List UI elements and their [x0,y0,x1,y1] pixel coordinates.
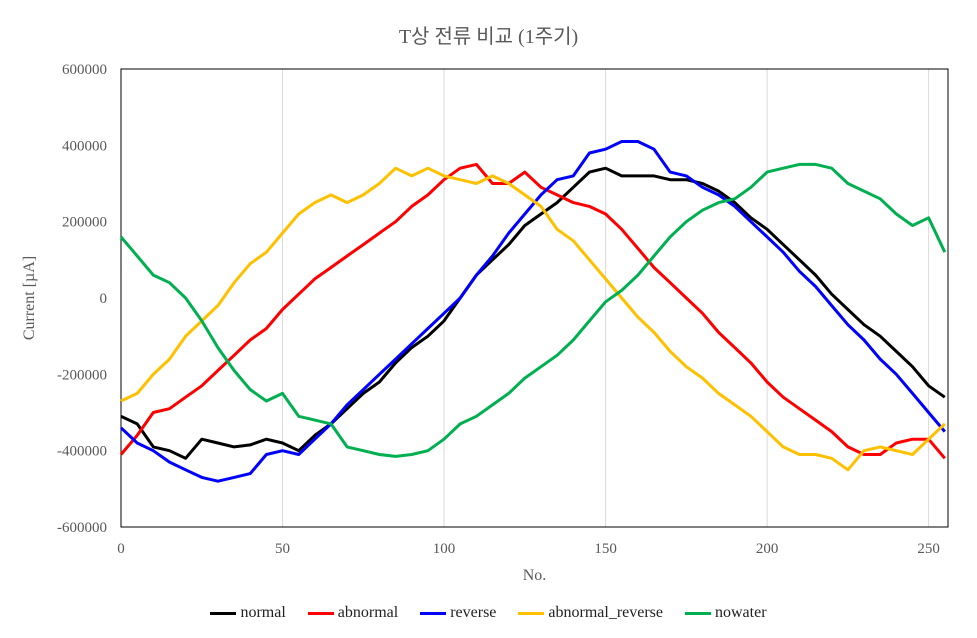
x-tick-label: 100 [433,541,456,557]
y-tick-label: -400000 [57,444,107,460]
y-tick-label: 600000 [62,62,107,78]
series-line-nowater [119,162,947,458]
y-tick-label: -600000 [57,520,107,536]
legend-swatch [685,611,711,615]
y-tick-label: 0 [100,291,108,307]
plot-frame [120,68,949,528]
x-axis-label: No. [523,567,547,584]
series-line-reverse [119,140,946,483]
x-tick-label: 50 [275,541,290,557]
x-tick-label: 150 [594,541,617,557]
legend-label: abnormal_reverse [548,604,663,621]
legend-swatch [518,611,545,615]
series-line-normal [120,166,946,460]
x-tick-label: 250 [917,541,940,557]
x-tick-label: 0 [117,541,125,557]
legend-item-abnormal-reverse: abnormal_reverse [518,604,663,622]
y-tick-label: -200000 [57,367,107,383]
y-tick-label: 200000 [62,215,107,231]
series-line-abnormal-reverse [120,166,946,472]
chart-title: T상 전류 비교 (1주기) [398,26,579,48]
legend-swatch [420,611,447,615]
legend-label: reverse [450,604,497,621]
y-tick-label: 400000 [62,138,107,154]
x-tick-label: 200 [756,541,779,557]
legend-item-normal: normal [210,604,286,622]
legend: normal abnormal reverse abnormal_reverse now… [0,604,977,622]
legend-swatch [210,611,237,615]
y-axis-label: Current [µA] [21,256,38,340]
plot-area: -600000 -400000 -200000 0 200000 400000 600000… [21,62,949,584]
legend-item-reverse: reverse [420,604,496,622]
legend-label: abnormal [337,604,399,621]
legend-swatch [307,611,334,615]
series-line-abnormal [119,162,946,460]
legend-label: normal [240,604,286,621]
legend-item-nowater: nowater [685,604,767,622]
legend-label: nowater [715,604,767,621]
legend-item-abnormal: abnormal [307,604,399,622]
